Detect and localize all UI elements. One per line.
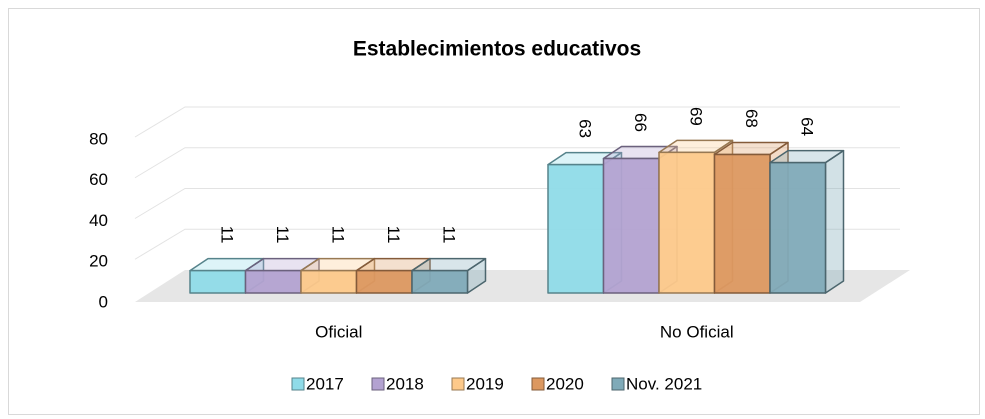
legend-label: 2019	[466, 374, 504, 393]
data-label: 63	[575, 119, 594, 138]
legend-swatch	[531, 377, 545, 391]
grid-line	[134, 106, 900, 138]
data-label: 11	[217, 226, 236, 244]
y-tick-label: 80	[89, 129, 108, 148]
bar-front	[189, 269, 247, 294]
bar-front	[244, 269, 302, 294]
x-tick-label: Oficial	[315, 322, 362, 341]
data-label: 69	[686, 107, 705, 126]
data-label: 68	[742, 109, 761, 128]
bar-side	[824, 149, 845, 294]
y-tick-label: 60	[89, 170, 108, 189]
grid-line	[134, 147, 900, 179]
legend-swatch	[371, 377, 385, 391]
chart-title: Establecimientos educativos	[353, 38, 641, 61]
bar-front	[769, 161, 827, 294]
bar	[769, 149, 845, 294]
legend-label: 2018	[386, 374, 424, 393]
legend-label: Nov. 2021	[626, 374, 702, 393]
y-tick-label: 20	[89, 252, 108, 271]
data-label: 11	[273, 226, 292, 244]
bar	[411, 257, 487, 294]
legend-label: 2017	[306, 374, 344, 393]
bar-front	[547, 163, 605, 294]
bar-front	[411, 269, 469, 294]
x-tick-label: No Oficial	[660, 322, 734, 341]
legend-swatch	[611, 377, 625, 391]
bar-front	[713, 153, 771, 294]
bar-front	[658, 151, 716, 294]
y-tick-label: 0	[99, 292, 108, 311]
bar-front	[300, 269, 358, 294]
y-tick-label: 40	[89, 211, 108, 230]
data-label: 66	[631, 113, 650, 132]
data-label: 11	[384, 226, 403, 244]
data-label: 64	[797, 117, 816, 136]
data-label: 11	[439, 226, 458, 244]
bar-front	[355, 269, 413, 294]
legend-swatch	[451, 377, 465, 391]
legend-label: 2020	[546, 374, 584, 393]
bar-front	[602, 157, 660, 294]
data-label: 11	[328, 226, 347, 244]
legend-swatch	[291, 377, 305, 391]
